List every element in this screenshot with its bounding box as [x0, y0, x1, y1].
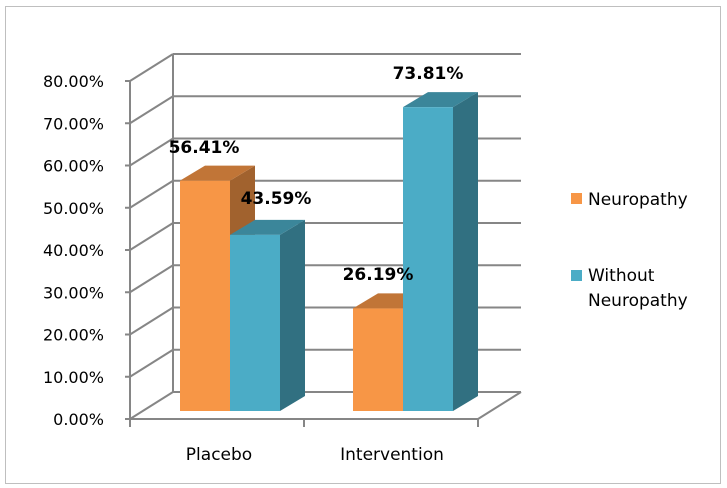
y-tick-label: 50.00% [43, 199, 104, 218]
gridline-side [129, 95, 174, 125]
x-category-label: Placebo [186, 445, 252, 465]
legend-swatch-without-neuropathy [571, 270, 582, 281]
gridline-side [129, 137, 174, 167]
gridline-side [129, 53, 174, 82]
data-label: 26.19% [343, 265, 414, 285]
gridline-side [129, 391, 174, 420]
legend-label-line: Without [588, 266, 655, 286]
gridline-side [129, 222, 174, 251]
legend-swatch-neuropathy [571, 193, 582, 204]
y-tick-label: 80.00% [43, 72, 104, 91]
legend-label-line: Neuropathy [588, 291, 688, 311]
bar-neuropathy [180, 180, 230, 411]
bar-top [230, 219, 305, 235]
gridline-side [129, 306, 174, 336]
legend-label: Neuropathy [588, 190, 688, 210]
gridline-side [129, 348, 174, 378]
data-label: 43.59% [241, 189, 312, 209]
y-tick-label: 20.00% [43, 326, 104, 345]
y-tick-label: 70.00% [43, 114, 104, 133]
y-tick-label: 40.00% [43, 241, 104, 260]
y-tick-label: 10.00% [43, 368, 104, 387]
y-tick-label: 60.00% [43, 157, 104, 176]
bar-without-neuropathy [403, 107, 453, 412]
y-tick-label: 30.00% [43, 283, 104, 302]
bar-side [280, 219, 305, 411]
gridline-side [129, 264, 174, 294]
data-label: 56.41% [169, 138, 240, 158]
bar-top [403, 92, 478, 108]
data-label: 73.81% [393, 64, 464, 84]
gridline-side [129, 179, 174, 209]
bar-top [180, 165, 255, 181]
x-category-label: Intervention [340, 445, 444, 465]
bar-without-neuropathy [230, 234, 280, 411]
floor-edge [477, 391, 522, 420]
y-tick-label: 0.00% [53, 410, 104, 429]
bar-neuropathy [353, 308, 403, 411]
bar-side [453, 92, 478, 412]
